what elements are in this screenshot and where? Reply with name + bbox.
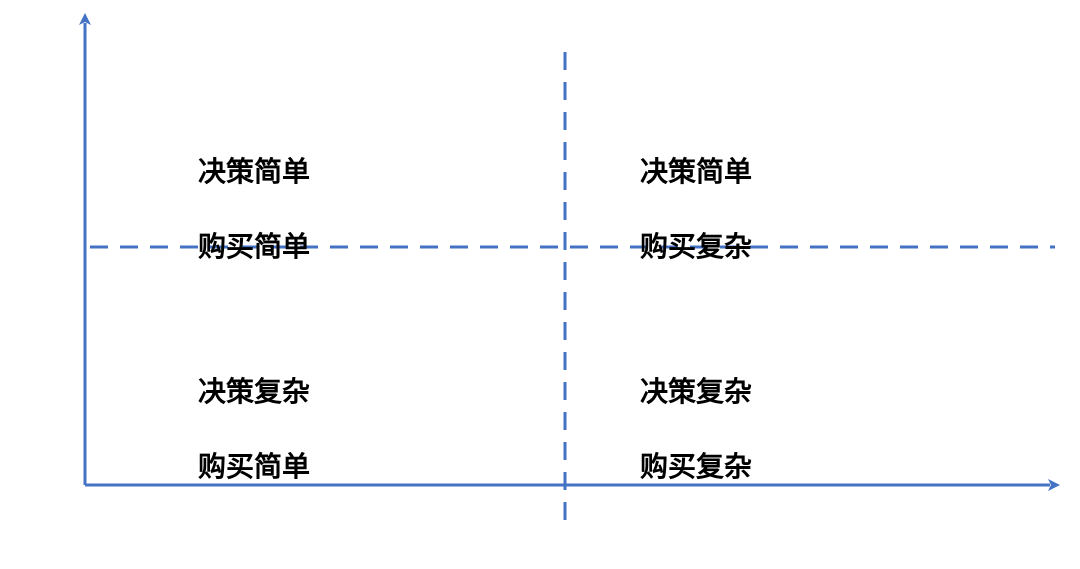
top-right-line2: 购买复杂 [640,228,752,266]
bottom-left-label: 决策复杂 购买简单 [198,335,310,524]
bottom-right-label: 决策复杂 购买复杂 [640,335,752,524]
top-left-label: 决策简单 购买简单 [198,115,310,304]
bottom-left-line1: 决策复杂 [198,373,310,411]
top-right-line1: 决策简单 [640,153,752,191]
axes-svg [0,0,1080,569]
bottom-right-line1: 决策复杂 [640,373,752,411]
bottom-right-line2: 购买复杂 [640,448,752,486]
top-left-line2: 购买简单 [198,228,310,266]
bottom-left-line2: 购买简单 [198,448,310,486]
top-left-line1: 决策简单 [198,153,310,191]
quadrant-diagram: 决策简单 购买简单 决策简单 购买复杂 决策复杂 购买简单 决策复杂 购买复杂 [0,0,1080,569]
top-right-label: 决策简单 购买复杂 [640,115,752,304]
